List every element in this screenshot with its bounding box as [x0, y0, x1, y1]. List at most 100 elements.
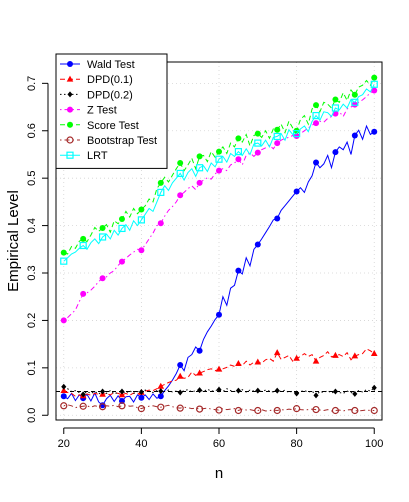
- legend-label: DPD(0.2): [87, 89, 133, 101]
- wald-test-point: [196, 347, 203, 354]
- wald-test-point: [60, 393, 67, 400]
- x-tick-label: 60: [213, 438, 225, 450]
- score-test-point: [138, 206, 145, 213]
- lrt-point: [273, 132, 281, 141]
- lrt-point: [293, 130, 301, 138]
- lrt-point: [312, 111, 320, 120]
- z-test-point: [80, 290, 87, 297]
- dpd-0-2-point: [352, 390, 358, 397]
- y-tick-label: 0.0: [26, 408, 38, 423]
- x-axis: 20 40 60 80 100: [58, 427, 383, 450]
- legend: Wald Test DPD(0.1) DPD(0.2) Z Test Score Tes…: [55, 53, 168, 169]
- dpd-0-2-point: [216, 386, 222, 393]
- wald-test-point: [313, 159, 320, 166]
- lrt-point: [351, 98, 359, 106]
- dpd-0-2-point: [235, 387, 241, 394]
- dpd-0-2-point: [177, 389, 183, 396]
- wald-test-point: [254, 241, 261, 248]
- legend-item: LRT: [60, 150, 108, 162]
- bootstrap-test-point: [331, 406, 340, 415]
- z-test-point: [138, 247, 145, 254]
- dpd-0-1-point: [312, 357, 320, 364]
- z-test-point: [254, 149, 261, 156]
- bootstrap-test-point: [98, 403, 107, 411]
- legend-box: [55, 53, 168, 169]
- lrt-point: [137, 216, 145, 224]
- dpd-0-1-point: [370, 350, 378, 357]
- dpd-0-1-point: [351, 352, 359, 359]
- y-tick-label: 0.2: [26, 313, 38, 328]
- dpd-0-1-point: [196, 369, 203, 376]
- lrt-point: [98, 233, 107, 241]
- dpd-0-1-point: [157, 382, 165, 389]
- plot-frame: [55, 61, 383, 421]
- legend-dpd-0-2-point: [67, 91, 73, 98]
- score-test-point: [60, 249, 67, 256]
- series-lrt: [60, 80, 378, 265]
- bootstrap-test-point: [234, 406, 243, 415]
- wald-test-point: [274, 215, 281, 222]
- lrt-point: [118, 224, 126, 233]
- score-test-point: [99, 224, 106, 231]
- score-test-point: [196, 153, 203, 160]
- bootstrap-test-point: [118, 402, 126, 410]
- dpd-0-1-point: [176, 372, 184, 379]
- lrt-point: [176, 169, 184, 178]
- z-test-point: [293, 132, 300, 139]
- y-tick-label: 0.7: [26, 76, 38, 91]
- y-tick-label: 0.5: [26, 171, 38, 186]
- bootstrap-test-point: [273, 406, 281, 415]
- wald-test-point: [216, 311, 222, 318]
- z-test-point: [235, 156, 242, 163]
- score-test-point: [235, 135, 242, 142]
- bootstrap-test-point: [293, 405, 301, 413]
- wald-test-point: [332, 149, 339, 156]
- lrt-point: [370, 80, 378, 88]
- x-tick-label: 100: [365, 438, 383, 450]
- series-z-test: [60, 87, 378, 324]
- bootstrap-test-point: [157, 403, 165, 411]
- legend-z-test-point: [67, 106, 73, 113]
- lrt-point: [157, 188, 165, 196]
- bootstrap-test-point: [79, 402, 87, 410]
- lrt-point: [195, 164, 204, 172]
- score-test-point: [274, 126, 281, 133]
- lrt-point: [79, 241, 87, 250]
- legend-lrt-point: [66, 151, 74, 159]
- dpd-0-2-point: [255, 387, 261, 394]
- z-test-point: [99, 275, 106, 282]
- dpd-0-2-point: [294, 390, 300, 397]
- wald-test-point: [351, 132, 358, 139]
- score-test-point: [332, 96, 339, 103]
- legend-dpd-0-1-point: [66, 75, 74, 82]
- legend-item: DPD(0.1): [60, 74, 133, 86]
- series-dpd-0-2: [61, 383, 377, 399]
- lrt-point: [254, 139, 262, 147]
- score-test-point: [254, 130, 261, 137]
- wald-test-point: [293, 188, 300, 195]
- z-test-point: [371, 87, 378, 94]
- z-test-point: [177, 192, 184, 199]
- dpd-0-2-point: [158, 388, 164, 395]
- legend-label: Z Test: [87, 105, 117, 117]
- legend-label: LRT: [87, 150, 108, 162]
- z-test-point: [274, 140, 281, 147]
- z-test-point: [351, 101, 358, 108]
- dpd-0-2-point: [274, 387, 280, 394]
- y-axis: 0.0 0.1 0.2 0.3 0.4 0.5 0.6 0.7: [26, 76, 49, 423]
- legend-item: Z Test: [60, 105, 117, 117]
- x-tick-label: 80: [290, 438, 302, 450]
- lrt-point: [331, 104, 340, 112]
- dpd-0-2-point: [100, 388, 106, 395]
- dpd-0-1-point: [60, 387, 68, 394]
- bootstrap-test-point: [215, 406, 223, 414]
- y-tick-label: 0.1: [26, 360, 38, 375]
- series-layer: [60, 74, 378, 415]
- score-test-point: [80, 235, 87, 242]
- bootstrap-test-point: [60, 402, 68, 410]
- legend-label: Score Test: [87, 120, 139, 132]
- wald-test-point: [138, 394, 145, 401]
- bootstrap-test-point: [176, 404, 184, 412]
- y-tick-label: 0.6: [26, 123, 38, 138]
